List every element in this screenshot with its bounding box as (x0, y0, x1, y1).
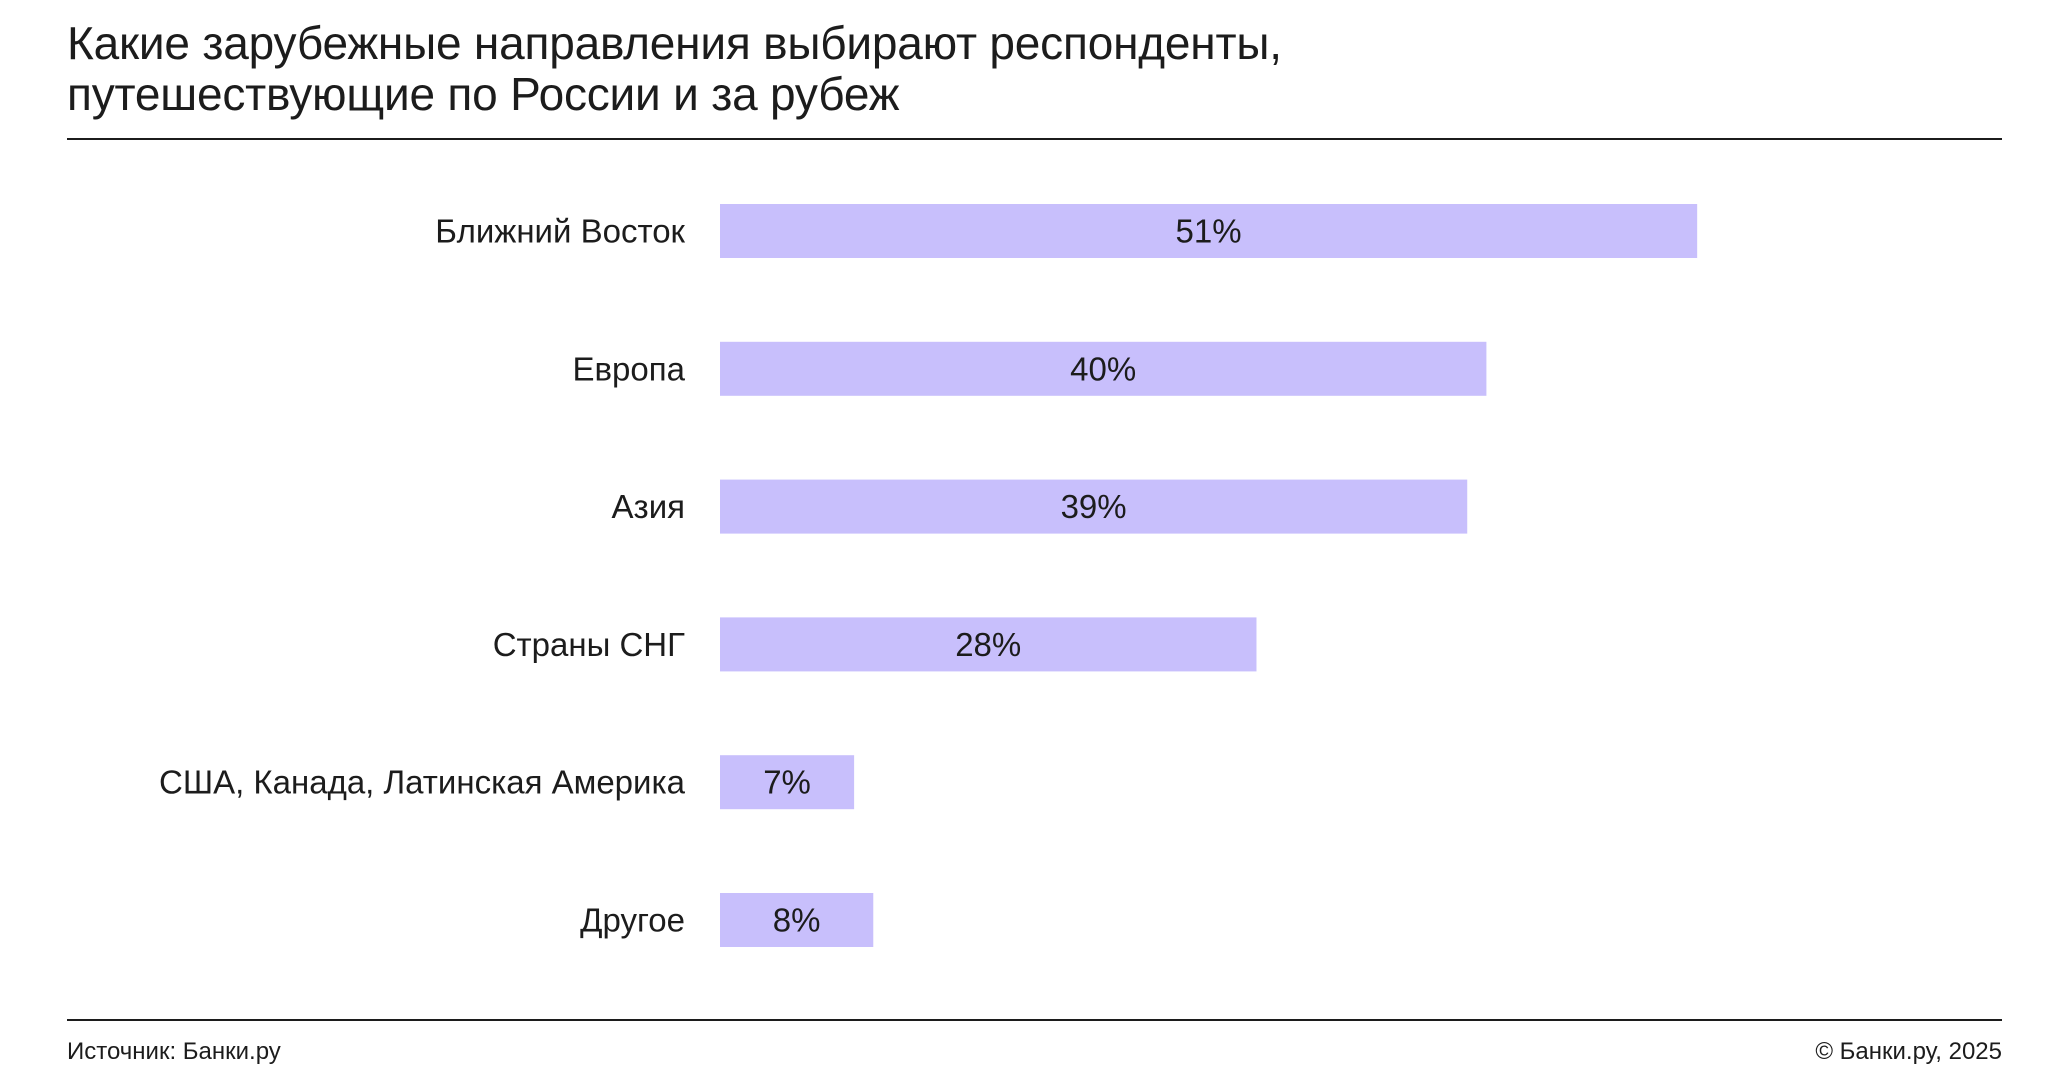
category-label: Страны СНГ (493, 626, 685, 663)
category-label: Европа (573, 350, 686, 387)
bar (720, 479, 1468, 534)
category-label: Другое (580, 902, 685, 939)
value-label: 8% (773, 902, 821, 939)
value-label: 7% (763, 764, 811, 801)
bar-chart: Ближний Восток 51% Европа 40% Азия 39% Страны … (159, 204, 1698, 947)
copyright-note: © Банки.ру, 2025 (1815, 1038, 2002, 1065)
bar (720, 617, 1257, 672)
category-label: Азия (612, 488, 685, 525)
category-label: США, Канада, Латинская Америка (159, 764, 686, 801)
bar (720, 755, 855, 810)
bar (720, 204, 1698, 258)
value-label: 51% (1176, 213, 1242, 250)
source-note: Источник: Банки.ру (67, 1038, 281, 1065)
chart-title-line-2: путешествующие по России и за рубеж (67, 68, 900, 120)
bar (720, 893, 874, 947)
value-label: 28% (955, 626, 1021, 663)
category-label: Ближний Восток (435, 213, 685, 250)
top-divider (67, 138, 2002, 140)
chart-title-line-1: Какие зарубежные направления выбирают ре… (67, 17, 1282, 69)
bar (720, 341, 1487, 396)
value-label: 39% (1061, 488, 1127, 525)
value-label: 40% (1070, 350, 1136, 387)
chart-title: Какие зарубежные направления выбирают ре… (67, 18, 1967, 120)
bottom-divider (67, 1019, 2002, 1021)
